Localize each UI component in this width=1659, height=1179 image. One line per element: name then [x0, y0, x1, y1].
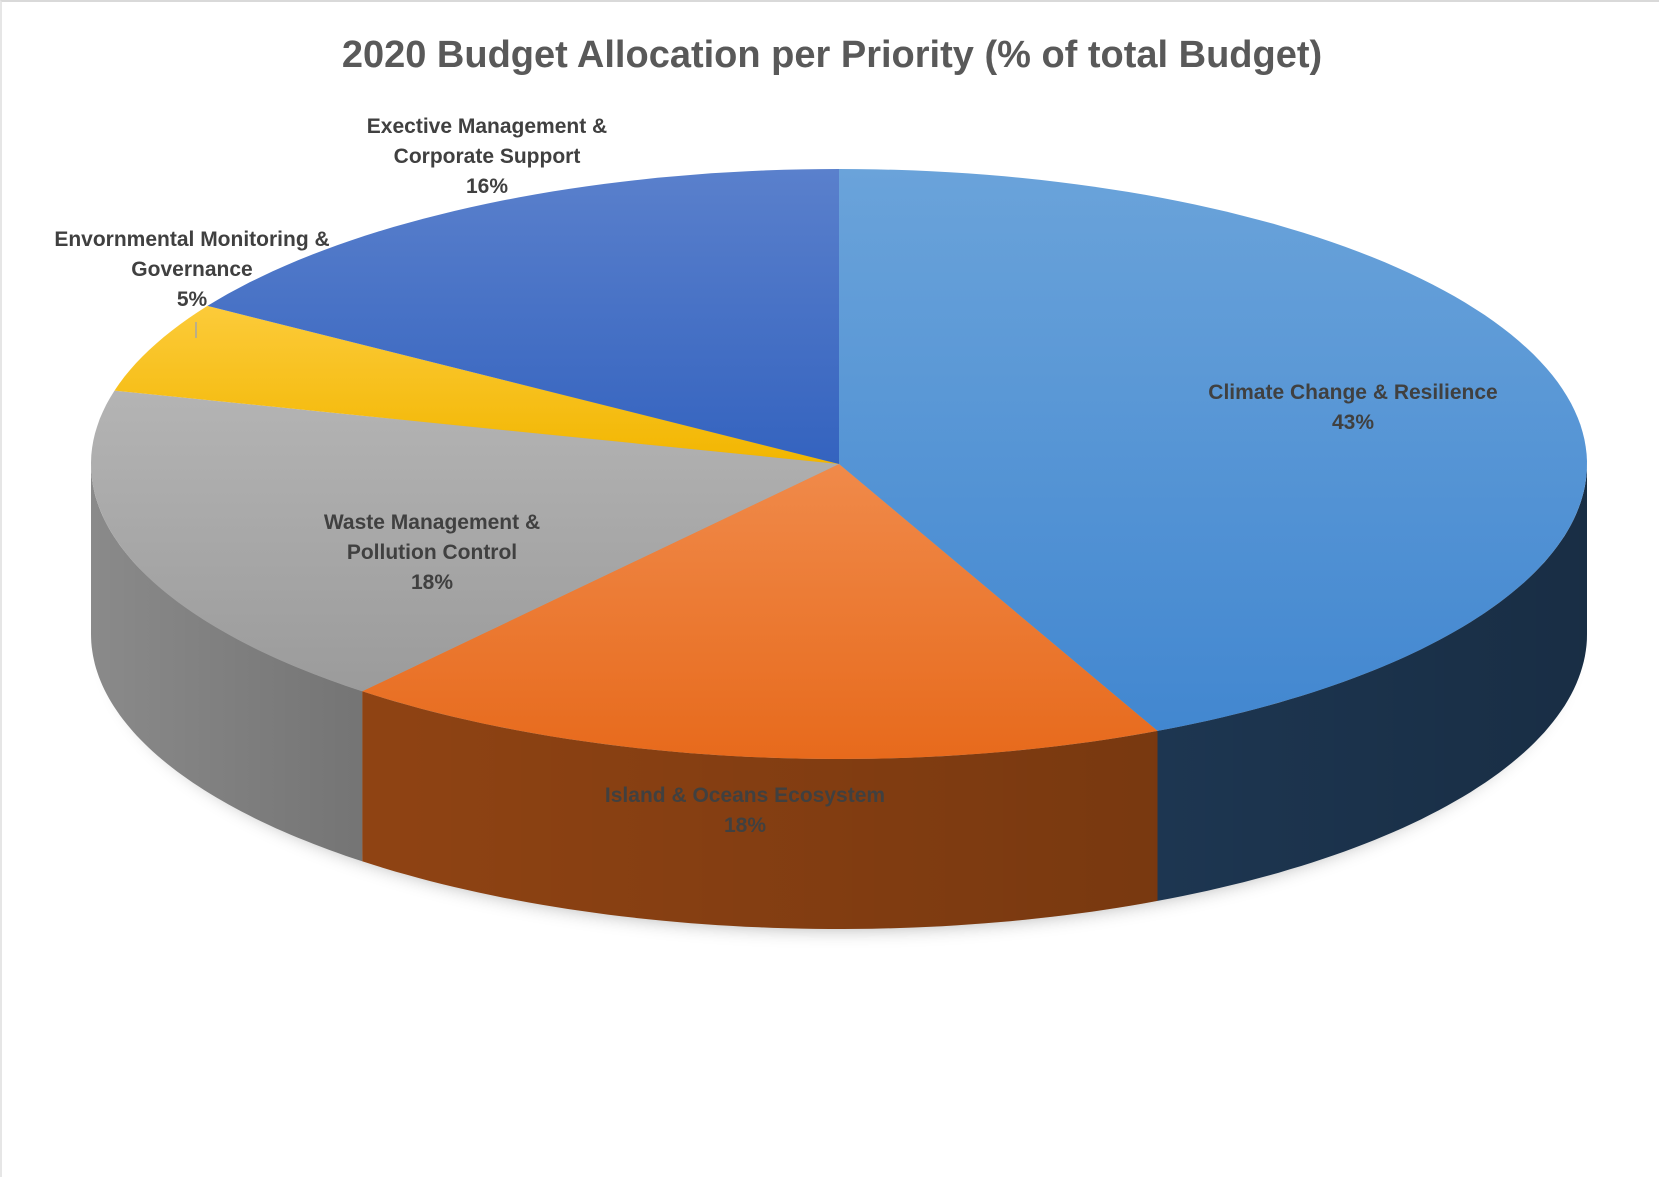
pie-side-shade-0	[1157, 464, 1587, 901]
pie-side-shade-2	[91, 464, 363, 862]
pie-slice-4	[207, 169, 839, 464]
data-label-0: Climate Change & Resilience 43%	[1208, 381, 1497, 434]
data-label-category-3-0: Envornmental Monitoring &	[54, 228, 329, 251]
pie-slice-0	[839, 169, 1587, 731]
data-label-category-0-0: Climate Change & Resilience	[1208, 381, 1497, 404]
data-label-value-0: 43%	[1332, 411, 1374, 434]
data-label-1: Island & Oceans Ecosystem 18%	[605, 784, 885, 837]
pie-slice-3	[114, 305, 839, 464]
data-labels: Climate Change & Resilience 43% Island & O…	[54, 115, 1497, 837]
pie-side-walls	[91, 464, 1587, 929]
data-label-category-2-1: Pollution Control	[347, 541, 517, 564]
data-label-3: Envornmental Monitoring & Governance 5%	[54, 228, 329, 311]
data-label-value-4: 16%	[466, 175, 508, 198]
data-label-category-3-1: Governance	[131, 258, 252, 281]
pie-slice-2	[91, 390, 839, 692]
data-label-category-4-1: Corporate Support	[394, 145, 581, 168]
data-label-4: Exective Management & Corporate Support 16…	[367, 115, 607, 198]
pie-slices	[91, 169, 1587, 759]
data-label-value-3: 5%	[177, 288, 208, 311]
data-label-value-1: 18%	[724, 814, 766, 837]
pie-slice-1	[362, 464, 1158, 759]
pie-side-shade-1	[362, 691, 1158, 929]
data-label-category-1-0: Island & Oceans Ecosystem	[605, 784, 885, 807]
data-label-category-4-0: Exective Management &	[367, 115, 607, 138]
chart-title: 2020 Budget Allocation per Priority (% o…	[342, 34, 1322, 76]
data-label-category-2-0: Waste Management &	[324, 511, 540, 534]
data-label-2: Waste Management & Pollution Control 18%	[324, 511, 540, 594]
data-label-value-2: 18%	[411, 571, 453, 594]
